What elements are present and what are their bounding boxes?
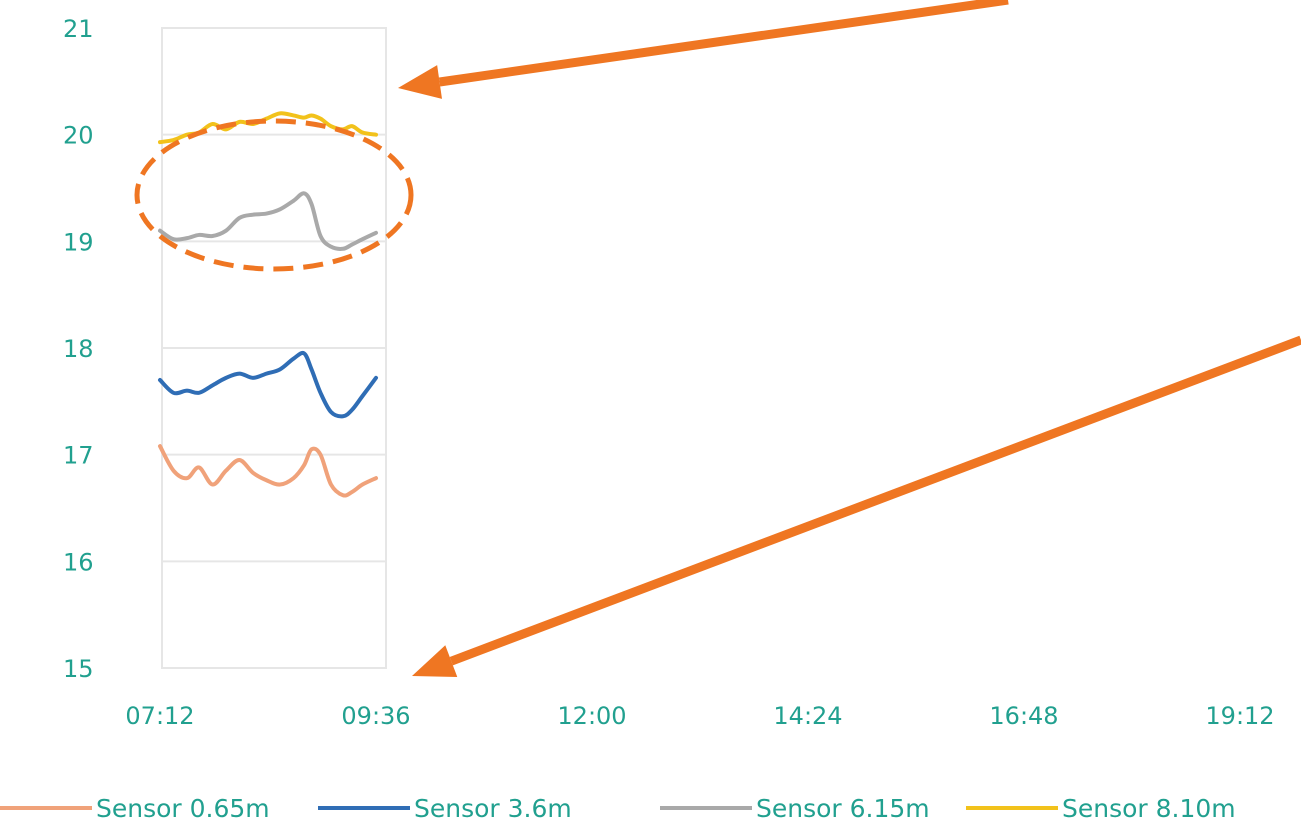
x-tick-label-1424: 14:24	[773, 702, 842, 730]
y-tick-label-19: 19	[63, 228, 94, 256]
y-tick-label-20: 20	[63, 122, 94, 150]
callout-arrow-bottom-shaft	[449, 335, 1301, 666]
y-tick-label-17: 17	[63, 442, 94, 470]
x-tick-label-1648: 16:48	[989, 702, 1058, 730]
y-tick-label-15: 15	[63, 655, 94, 683]
callout-arrow-bottom	[412, 335, 1301, 678]
legend-label: Sensor 8.10m	[1062, 794, 1236, 823]
callout-arrow-top-head	[398, 65, 442, 99]
y-tick-label-18: 18	[63, 335, 94, 363]
x-tick-label-0712: 07:12	[125, 702, 194, 730]
callout-arrow-top	[398, 0, 1009, 99]
y-tick-label-16: 16	[63, 548, 94, 576]
legend-item-2: Sensor 6.15m	[660, 794, 930, 823]
legend-label: Sensor 0.65m	[96, 794, 270, 823]
legend-label: Sensor 3.6m	[414, 794, 572, 823]
plot-frame	[161, 27, 387, 669]
series-line-0	[158, 444, 378, 498]
legend: Sensor 0.65m Sensor 3.6m Sensor 6.15m Senso…	[0, 794, 1236, 823]
legend-item-3: Sensor 8.10m	[966, 794, 1236, 823]
y-axis-ticks: 15 16 17 18 19 20 21	[63, 15, 94, 683]
x-tick-label-1200: 12:00	[557, 702, 626, 730]
x-axis-ticks: 07:12 09:36 12:00 14:24 16:48 19:12	[125, 702, 1274, 730]
annotation-layer	[134, 0, 1301, 678]
legend-item-0: Sensor 0.65m	[0, 794, 270, 823]
x-tick-label-0936: 09:36	[341, 702, 410, 730]
grid-layer	[161, 27, 387, 669]
legend-label: Sensor 6.15m	[756, 794, 930, 823]
legend-item-1: Sensor 3.6m	[318, 794, 572, 823]
y-tick-label-21: 21	[63, 15, 94, 43]
series-layer	[158, 111, 378, 498]
callout-arrow-top-shaft	[438, 0, 1009, 87]
series-line-2	[158, 191, 378, 251]
callout-ellipse	[134, 118, 414, 272]
x-tick-label-1912: 19:12	[1205, 702, 1274, 730]
callout-arrow-bottom-head	[412, 645, 458, 678]
series-line-1	[158, 350, 378, 419]
